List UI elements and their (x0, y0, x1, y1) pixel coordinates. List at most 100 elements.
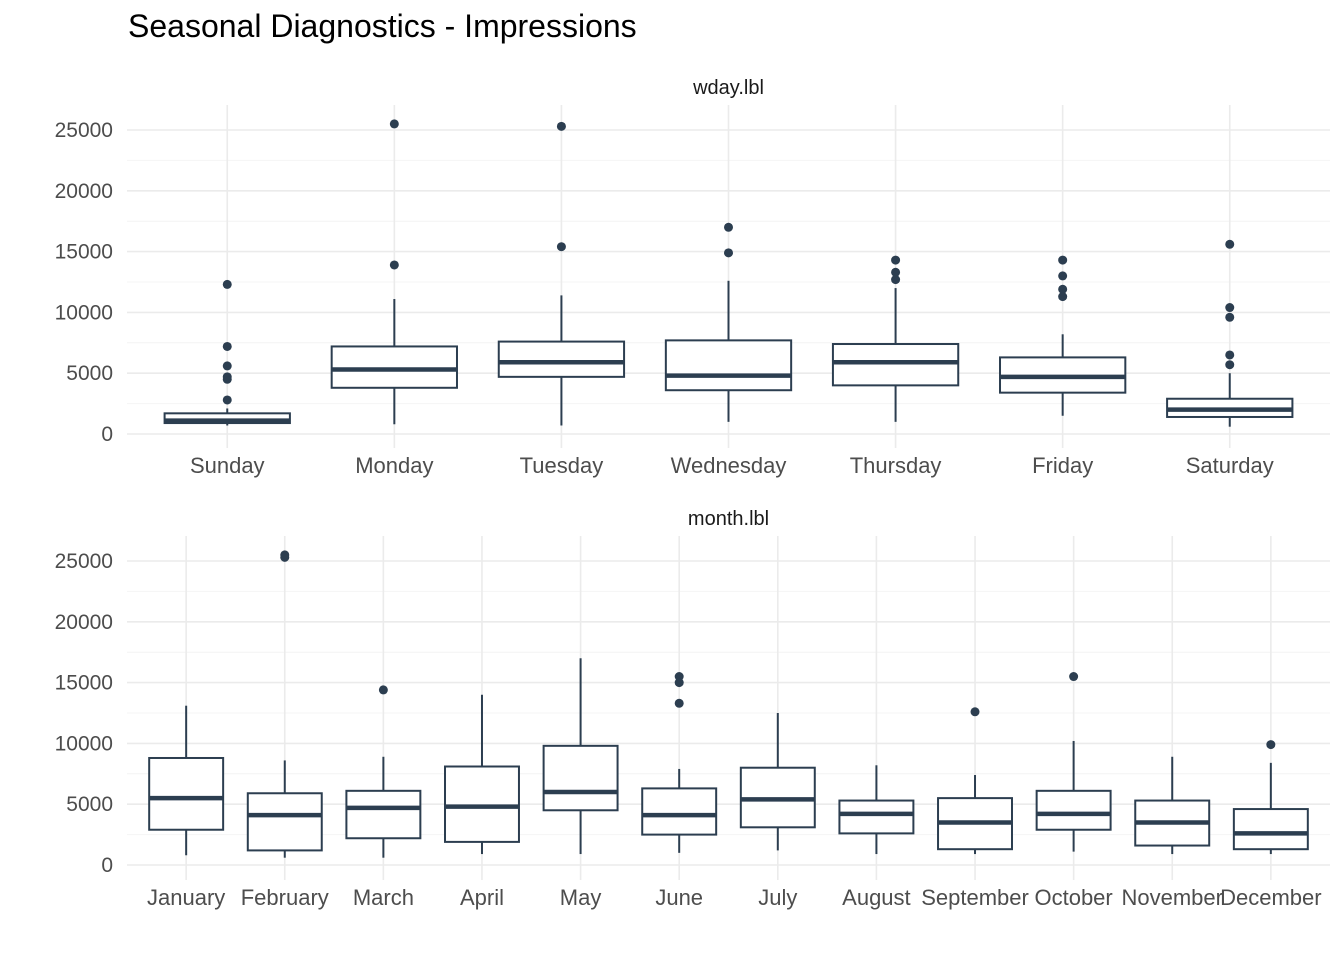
outlier-point (724, 248, 733, 258)
y-tick-label: 5000 (66, 793, 113, 816)
boxplot-march (345, 685, 422, 858)
outlier-point (389, 119, 399, 129)
boxplot-saturday (1166, 239, 1294, 427)
y-tick-label: 20000 (55, 611, 113, 634)
outlier-point (1225, 350, 1235, 360)
iqr-box (148, 756, 225, 831)
iqr-box (330, 345, 458, 389)
boxplot-may (542, 658, 619, 855)
boxplot-december (1232, 740, 1309, 855)
outlier-point (1058, 292, 1068, 302)
y-tick-label: 25000 (55, 119, 113, 142)
x-tick-label: Saturday (1186, 453, 1274, 478)
x-tick-label: Wednesday (671, 453, 787, 478)
x-tick-label: Thursday (850, 453, 942, 478)
iqr-box (246, 792, 323, 852)
iqr-box (163, 412, 291, 425)
outlier-point (1225, 239, 1235, 249)
boxplot-monday (330, 119, 458, 425)
outlier-point (280, 550, 290, 560)
outlier-point (1058, 255, 1068, 265)
x-tick-label: Sunday (190, 453, 265, 478)
x-tick-label: May (560, 885, 602, 910)
x-tick-label: September (921, 885, 1029, 910)
boxplot-june (641, 672, 718, 853)
boxplot-february (246, 550, 323, 858)
boxplot-october (1035, 672, 1112, 852)
y-tick-label: 20000 (55, 180, 113, 203)
boxplot-wednesday (664, 222, 793, 422)
outlier-point (970, 707, 980, 717)
outlier-point (556, 242, 566, 252)
outlier-point (674, 672, 684, 682)
x-tick-label: April (460, 885, 504, 910)
iqr-box (838, 799, 915, 835)
outlier-point (222, 395, 232, 405)
y-tick-label: 15000 (55, 672, 113, 695)
boxplot-tuesday (497, 121, 626, 426)
x-tick-label: January (147, 885, 225, 910)
outlier-point (1058, 284, 1068, 294)
boxplot-july (739, 713, 816, 851)
x-tick-label: Tuesday (520, 453, 604, 478)
x-tick-label: June (655, 885, 703, 910)
iqr-box (1232, 808, 1309, 851)
outlier-point (222, 361, 232, 371)
x-tick-label: July (758, 885, 797, 910)
iqr-box (345, 789, 422, 840)
iqr-box (664, 339, 793, 392)
outlier-point (1266, 740, 1276, 750)
boxplot-january (148, 705, 225, 856)
outlier-point (222, 279, 232, 289)
x-tick-label: October (1034, 885, 1112, 910)
y-tick-label: 0 (101, 854, 113, 877)
outlier-point (724, 222, 733, 232)
boxplot-august (838, 765, 915, 855)
boxplot-friday (999, 255, 1127, 416)
boxplot-april (444, 694, 520, 855)
x-tick-label: December (1220, 885, 1321, 910)
outlier-point (891, 267, 901, 277)
iqr-box (1035, 789, 1112, 831)
y-tick-label: 25000 (55, 550, 113, 573)
outlier-point (389, 260, 399, 270)
x-tick-label: Friday (1032, 453, 1093, 478)
y-tick-label: 0 (101, 423, 113, 446)
outlier-point (556, 121, 566, 131)
outlier-point (1225, 360, 1235, 370)
iqr-box (831, 343, 960, 387)
outlier-point (222, 372, 232, 382)
outlier-point (222, 341, 232, 351)
y-tick-label: 15000 (55, 241, 113, 264)
x-tick-label: March (353, 885, 414, 910)
x-tick-label: November (1121, 885, 1222, 910)
x-tick-label: August (842, 885, 911, 910)
outlier-point (891, 255, 901, 265)
outlier-point (378, 685, 388, 695)
outlier-point (1058, 271, 1068, 281)
x-tick-label: Monday (355, 453, 433, 478)
boxplot-sunday (163, 279, 291, 426)
panel-wday-lbl: wday.lbl 0 5000 10000 15000 20000 25000 Sunday M… (55, 77, 1330, 478)
panel-month-lbl: month.lbl 0 5000 10000 15000 20000 25000 Januar… (55, 508, 1330, 910)
outlier-point (1225, 312, 1235, 322)
x-tick-label: February (241, 885, 329, 910)
outlier-point (674, 698, 684, 708)
iqr-box (444, 765, 520, 843)
boxplot-thursday (831, 255, 960, 422)
iqr-box (641, 787, 718, 836)
boxplot-november (1134, 756, 1211, 855)
outlier-point (891, 275, 901, 285)
outlier-point (1069, 672, 1079, 682)
panel-strip-label: wday.lbl (692, 77, 764, 99)
outlier-point (1225, 303, 1235, 313)
boxplot-september (937, 707, 1013, 855)
y-tick-label: 10000 (55, 301, 113, 324)
y-tick-label: 10000 (55, 732, 113, 755)
iqr-box (542, 744, 619, 812)
panel-strip-label: month.lbl (688, 508, 769, 530)
y-tick-label: 5000 (66, 362, 113, 385)
iqr-box (497, 340, 626, 378)
chart-title: Seasonal Diagnostics - Impressions (128, 8, 637, 44)
